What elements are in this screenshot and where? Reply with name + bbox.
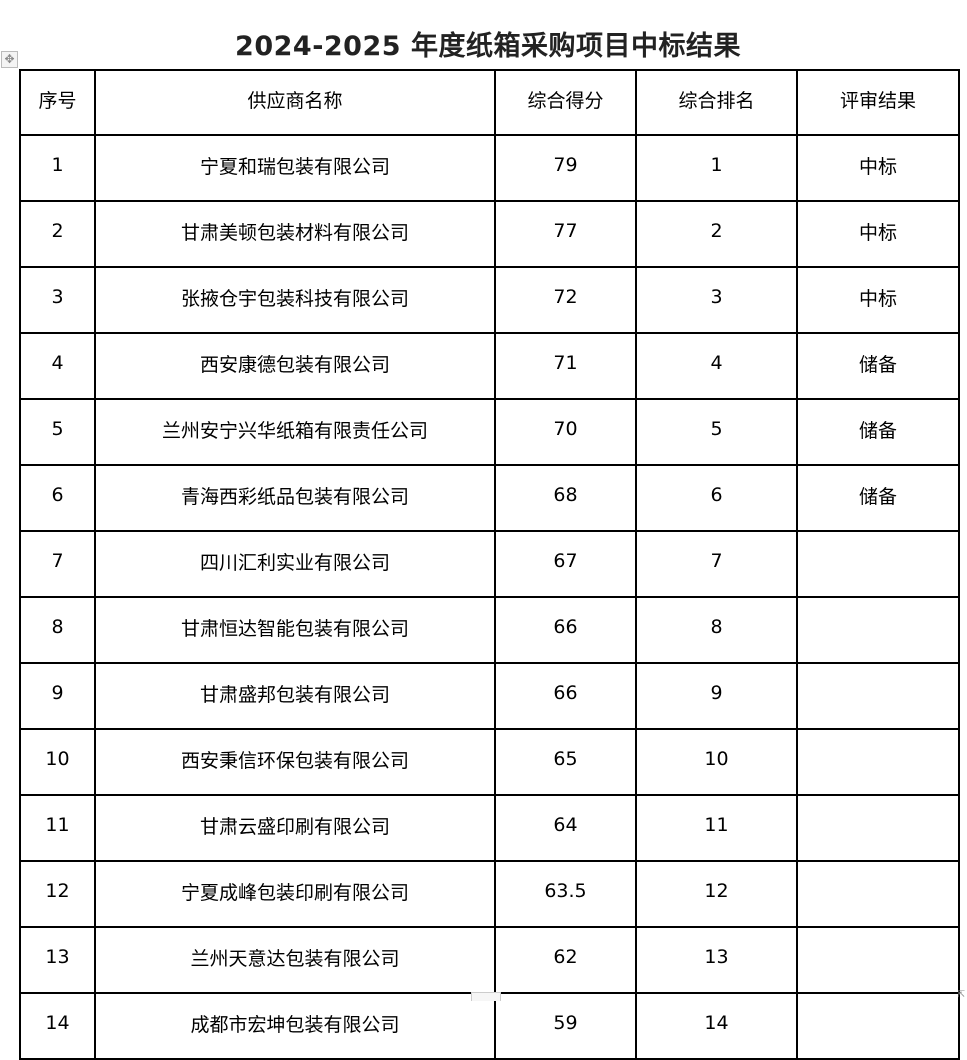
cell-index: 8 — [19, 596, 96, 664]
table-row: 11 甘肃云盛印刷有限公司 64 11 — [19, 794, 960, 862]
cell-result — [796, 728, 960, 796]
cell-supplier: 甘肃云盛印刷有限公司 — [94, 794, 496, 862]
cell-rank: 13 — [635, 926, 798, 994]
header-score: 综合得分 — [494, 69, 637, 136]
cell-score: 67 — [494, 530, 637, 598]
header-index: 序号 — [19, 69, 96, 136]
cell-result: 中标 — [796, 200, 960, 268]
cell-supplier: 兰州天意达包装有限公司 — [94, 926, 496, 994]
header-rank: 综合排名 — [635, 69, 798, 136]
header-supplier: 供应商名称 — [94, 69, 496, 136]
cell-supplier: 宁夏成峰包装印刷有限公司 — [94, 860, 496, 928]
cell-rank: 8 — [635, 596, 798, 664]
cell-index: 5 — [19, 398, 96, 466]
cell-score: 71 — [494, 332, 637, 400]
cell-score: 72 — [494, 266, 637, 334]
cell-rank: 2 — [635, 200, 798, 268]
cell-result: 储备 — [796, 332, 960, 400]
cell-supplier: 四川汇利实业有限公司 — [94, 530, 496, 598]
cell-rank: 10 — [635, 728, 798, 796]
cell-rank: 7 — [635, 530, 798, 598]
cell-rank: 6 — [635, 464, 798, 532]
cell-result — [796, 530, 960, 598]
cell-result — [796, 992, 960, 1060]
cell-index: 3 — [19, 266, 96, 334]
cell-rank: 12 — [635, 860, 798, 928]
cell-index: 6 — [19, 464, 96, 532]
table-row: 8 甘肃恒达智能包装有限公司 66 8 — [19, 596, 960, 664]
table-resize-handle-icon[interactable]: ⇱ — [957, 990, 965, 1000]
cell-index: 1 — [19, 134, 96, 202]
cell-score: 77 — [494, 200, 637, 268]
cell-supplier: 宁夏和瑞包装有限公司 — [94, 134, 496, 202]
cell-index: 4 — [19, 332, 96, 400]
cell-supplier: 成都市宏坤包装有限公司 — [94, 992, 496, 1060]
table-row: 4 西安康德包装有限公司 71 4 储备 — [19, 332, 960, 400]
cell-score: 59 — [494, 992, 637, 1060]
table-row: 13 兰州天意达包装有限公司 62 13 — [19, 926, 960, 994]
cell-result — [796, 860, 960, 928]
table-row: 6 青海西彩纸品包装有限公司 68 6 储备 — [19, 464, 960, 532]
cell-rank: 11 — [635, 794, 798, 862]
cell-score: 66 — [494, 662, 637, 730]
cell-rank: 3 — [635, 266, 798, 334]
cell-score: 64 — [494, 794, 637, 862]
cell-rank: 9 — [635, 662, 798, 730]
cell-score: 66 — [494, 596, 637, 664]
cell-result: 中标 — [796, 266, 960, 334]
cell-index: 12 — [19, 860, 96, 928]
table-header-row: 序号 供应商名称 综合得分 综合排名 评审结果 — [19, 69, 960, 136]
cell-score: 70 — [494, 398, 637, 466]
cell-score: 62 — [494, 926, 637, 994]
cell-score: 68 — [494, 464, 637, 532]
cell-score: 63.5 — [494, 860, 637, 928]
results-table: 序号 供应商名称 综合得分 综合排名 评审结果 1 宁夏和瑞包装有限公司 79 1 中标… — [19, 69, 960, 1060]
document-title: 2024-2025 年度纸箱采购项目中标结果 — [235, 31, 741, 62]
cell-supplier: 甘肃盛邦包装有限公司 — [94, 662, 496, 730]
table-row: 9 甘肃盛邦包装有限公司 66 9 — [19, 662, 960, 730]
header-result: 评审结果 — [796, 69, 960, 136]
table-row: 5 兰州安宁兴华纸箱有限责任公司 70 5 储备 — [19, 398, 960, 466]
cell-index: 10 — [19, 728, 96, 796]
cell-index: 7 — [19, 530, 96, 598]
cell-supplier: 西安康德包装有限公司 — [94, 332, 496, 400]
cell-index: 13 — [19, 926, 96, 994]
table-move-handle-icon[interactable]: ✥ — [1, 51, 18, 68]
cell-result — [796, 794, 960, 862]
table-row: 2 甘肃美顿包装材料有限公司 77 2 中标 — [19, 200, 960, 268]
cell-index: 11 — [19, 794, 96, 862]
cell-supplier: 兰州安宁兴华纸箱有限责任公司 — [94, 398, 496, 466]
cell-supplier: 甘肃美顿包装材料有限公司 — [94, 200, 496, 268]
cell-result: 中标 — [796, 134, 960, 202]
cell-rank: 4 — [635, 332, 798, 400]
table-row: 14 成都市宏坤包装有限公司 59 14 — [19, 992, 960, 1060]
cell-result — [796, 926, 960, 994]
cell-result: 储备 — [796, 464, 960, 532]
cell-index: 9 — [19, 662, 96, 730]
cell-rank: 5 — [635, 398, 798, 466]
cell-result: 储备 — [796, 398, 960, 466]
cell-index: 2 — [19, 200, 96, 268]
table-row: 12 宁夏成峰包装印刷有限公司 63.5 12 — [19, 860, 960, 928]
cell-score: 65 — [494, 728, 637, 796]
table-row: 7 四川汇利实业有限公司 67 7 — [19, 530, 960, 598]
cell-supplier: 西安秉信环保包装有限公司 — [94, 728, 496, 796]
cell-rank: 1 — [635, 134, 798, 202]
cell-score: 79 — [494, 134, 637, 202]
cell-result — [796, 662, 960, 730]
cell-supplier: 青海西彩纸品包装有限公司 — [94, 464, 496, 532]
table-row: 10 西安秉信环保包装有限公司 65 10 — [19, 728, 960, 796]
cell-supplier: 张掖仓宇包装科技有限公司 — [94, 266, 496, 334]
table-add-row-handle[interactable] — [471, 992, 501, 1001]
cell-supplier: 甘肃恒达智能包装有限公司 — [94, 596, 496, 664]
cell-index: 14 — [19, 992, 96, 1060]
cell-result — [796, 596, 960, 664]
cell-rank: 14 — [635, 992, 798, 1060]
table-row: 3 张掖仓宇包装科技有限公司 72 3 中标 — [19, 266, 960, 334]
table-row: 1 宁夏和瑞包装有限公司 79 1 中标 — [19, 134, 960, 202]
